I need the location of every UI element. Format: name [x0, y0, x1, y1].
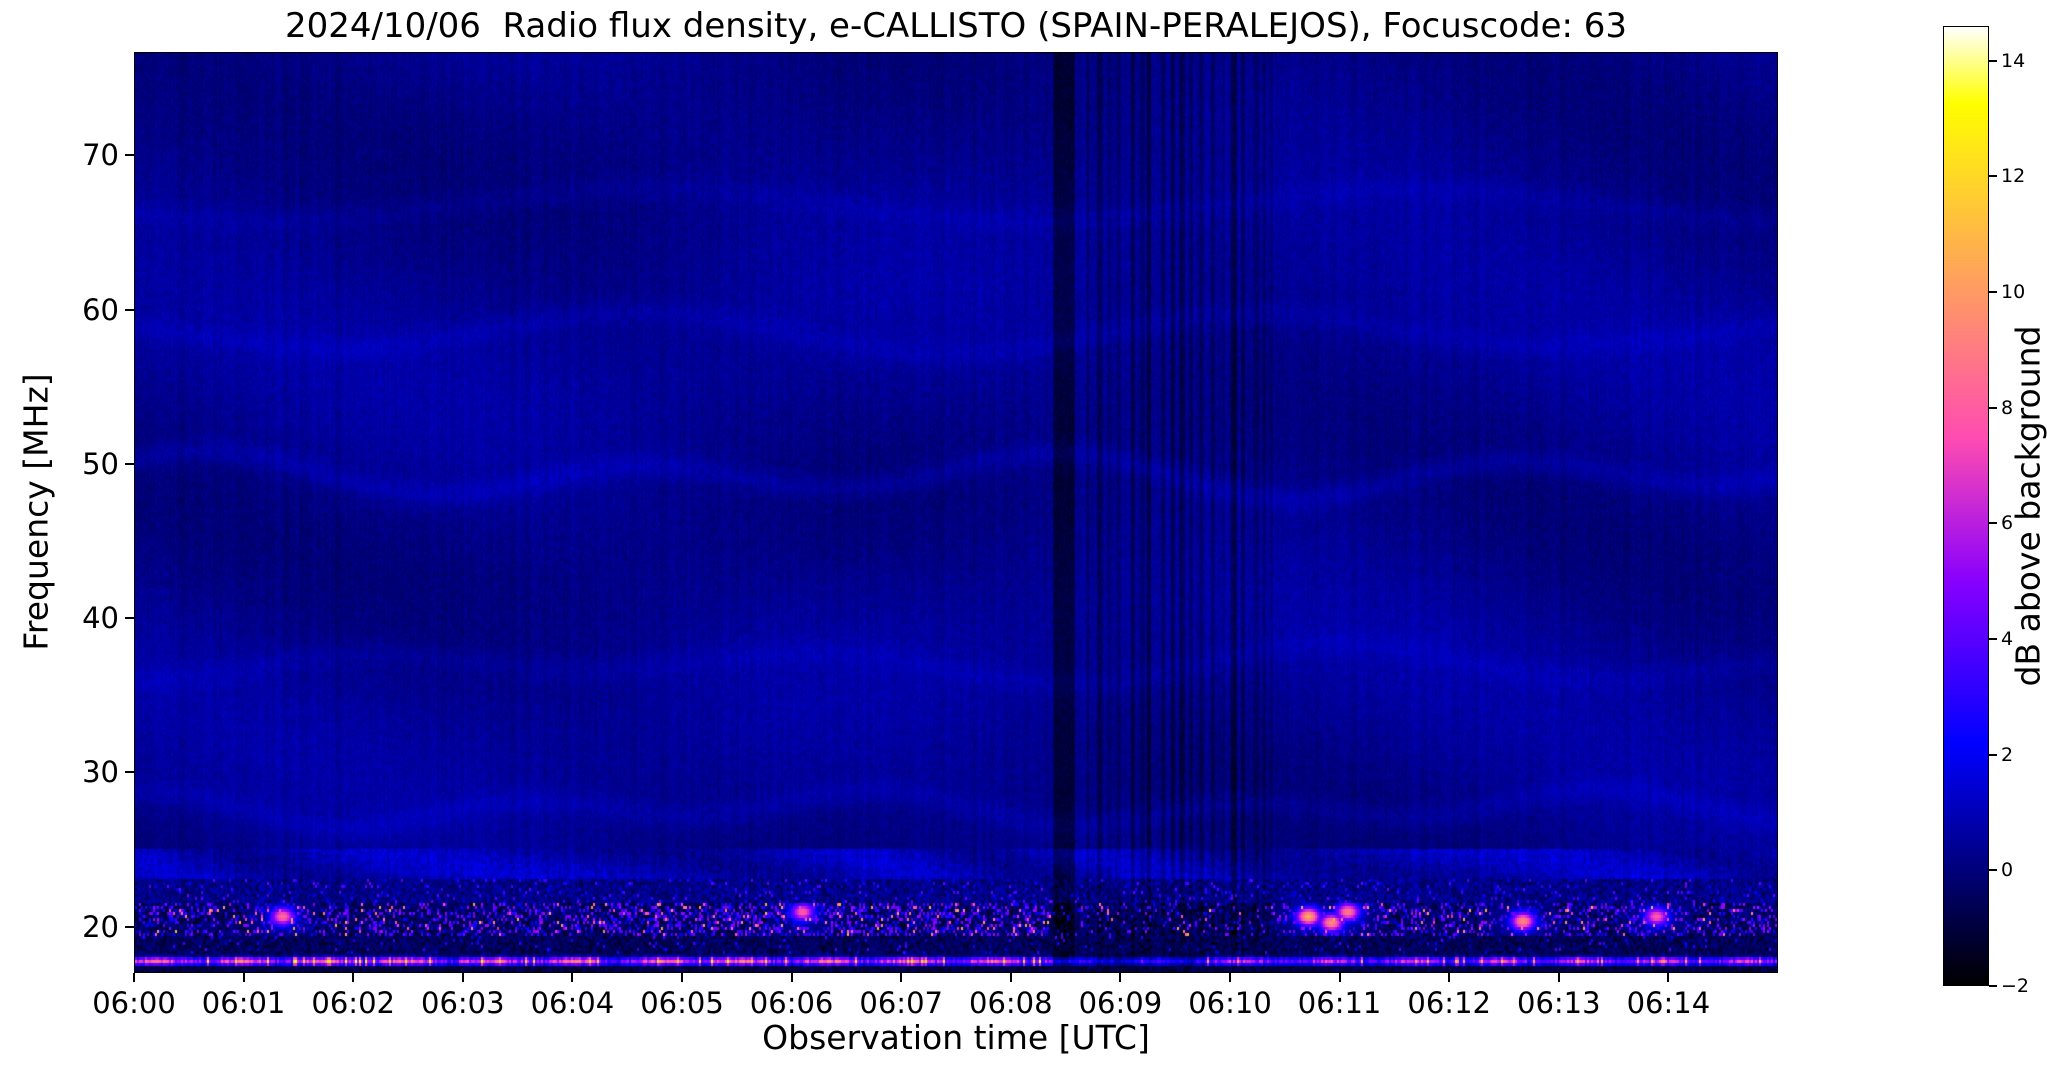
x-tick-label: 06:01: [201, 986, 286, 1020]
x-tick-label: 06:05: [640, 986, 724, 1020]
x-tick-mark: [1338, 973, 1341, 982]
y-tick-label: 20: [82, 909, 119, 944]
x-tick-mark: [900, 973, 903, 982]
x-tick-mark: [790, 973, 793, 982]
colorbar-tick-mark: [1989, 869, 1997, 872]
x-tick-label: 06:03: [421, 986, 505, 1020]
colorbar-tick-mark: [1989, 638, 1997, 640]
colorbar-tick-label: 0: [2001, 859, 2014, 882]
plot-area: [134, 52, 1778, 973]
x-tick-mark: [1119, 973, 1122, 982]
y-tick-label: 70: [82, 138, 119, 173]
colorbar-tick-label: 6: [2001, 512, 2014, 535]
x-tick-mark: [133, 973, 135, 982]
colorbar-tick-mark: [1989, 406, 1997, 409]
x-tick-label: 06:08: [969, 986, 1053, 1020]
colorbar-tick-label: 4: [2001, 628, 2014, 650]
x-tick-mark: [681, 973, 683, 982]
colorbar-tick-mark: [1989, 985, 1997, 987]
colorbar-tick-mark: [1989, 59, 1997, 62]
x-tick-label: 06:07: [859, 986, 943, 1020]
x-tick-label: 06:04: [530, 986, 615, 1020]
x-tick-mark: [242, 973, 245, 982]
x-tick-label: 06:00: [92, 986, 176, 1020]
x-tick-mark: [1009, 973, 1012, 982]
x-tick-label: 06:12: [1407, 986, 1491, 1020]
chart-title: 2024/10/06 Radio flux density, e-CALLIST…: [284, 6, 1628, 46]
x-tick-mark: [1448, 973, 1451, 982]
colorbar-tick-mark: [1989, 753, 1997, 756]
x-axis-label: Observation time [UTC]: [762, 1018, 1150, 1057]
x-tick-mark: [1557, 973, 1560, 982]
y-tick-mark: [125, 462, 134, 465]
x-tick-label: 06:10: [1188, 986, 1272, 1020]
colorbar-tick-mark: [1989, 175, 1997, 178]
colorbar-tick-label: −2: [2001, 975, 2030, 997]
x-tick-mark: [461, 973, 464, 982]
x-tick-mark: [1229, 973, 1231, 982]
y-tick-label: 50: [82, 446, 119, 481]
y-tick-mark: [125, 308, 134, 311]
colorbar-label: dB above background: [2008, 325, 2047, 687]
x-tick-label: 06:11: [1297, 986, 1382, 1020]
x-tick-label: 06:09: [1078, 986, 1163, 1020]
x-tick-label: 06:14: [1626, 986, 1711, 1020]
y-tick-mark: [125, 925, 134, 928]
y-tick-label: 40: [82, 601, 119, 636]
x-tick-mark: [352, 973, 355, 982]
y-tick-mark: [125, 154, 134, 157]
x-tick-mark: [1667, 973, 1670, 982]
x-tick-label: 06:13: [1517, 986, 1601, 1020]
colorbar-tick-label: 10: [2001, 281, 2026, 304]
colorbar-tick-mark: [1989, 522, 1997, 525]
y-tick-mark: [125, 771, 134, 774]
x-tick-label: 06:06: [749, 986, 834, 1020]
colorbar: [1943, 26, 1989, 986]
colorbar-tick-mark: [1989, 291, 1997, 294]
colorbar-tick-label: 8: [2001, 396, 2014, 419]
y-axis-label: Frequency [MHz]: [16, 373, 56, 651]
spectrogram-canvas: [135, 53, 1777, 972]
x-tick-label: 06:02: [311, 986, 395, 1020]
colorbar-tick-label: 12: [2001, 165, 2026, 188]
y-tick-label: 60: [82, 292, 119, 327]
colorbar-tick-label: 14: [2001, 49, 2026, 72]
colorbar-canvas: [1944, 27, 1988, 985]
colorbar-tick-label: 2: [2001, 743, 2014, 766]
x-tick-mark: [571, 973, 574, 982]
y-tick-label: 30: [82, 755, 119, 790]
y-tick-mark: [125, 617, 134, 620]
